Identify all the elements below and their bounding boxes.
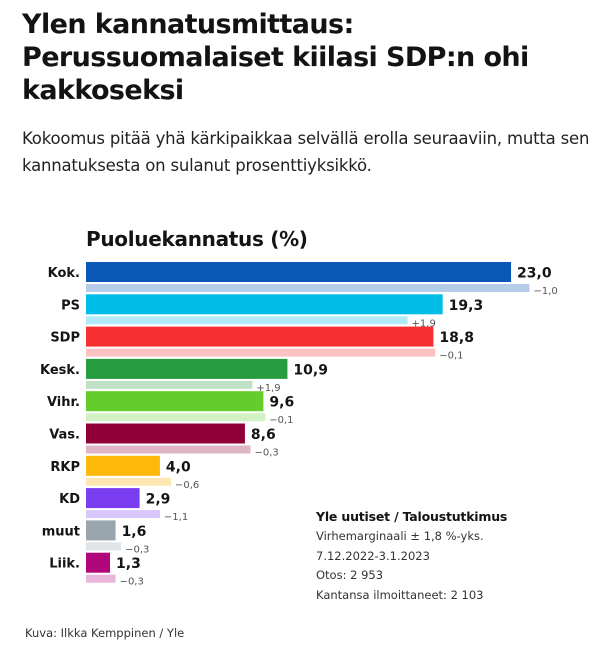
bar-previous <box>86 510 160 519</box>
change-label: −0,1 <box>269 415 293 426</box>
value-label: 4,0 <box>166 459 191 475</box>
change-label: −0,3 <box>254 448 278 459</box>
value-label: 2,9 <box>146 492 171 508</box>
value-label: 23,0 <box>517 266 552 282</box>
bar-current <box>86 455 160 476</box>
bar-previous <box>86 316 408 325</box>
category-label: KD <box>59 492 80 507</box>
chart-figure: Kok. 23,0 −1,0 PS 19,3 +1,9 SDP 18,8 −0,1 Kesk. 10… <box>0 215 616 615</box>
category-label: PS <box>61 298 80 313</box>
category-label: Kok. <box>48 266 80 281</box>
value-label: 1,3 <box>116 556 141 572</box>
bar-current <box>86 391 264 412</box>
bar-previous <box>86 574 116 583</box>
margin-of-error: Virhemarginaali ± 1,8 %-yks. <box>316 529 484 543</box>
change-label: −1,1 <box>164 512 188 523</box>
bar-current <box>86 552 111 573</box>
bar-previous <box>86 284 530 292</box>
bar-current <box>86 262 512 282</box>
respondents-count: Kantansa ilmoittaneet: 2 103 <box>316 587 484 602</box>
bar-previous <box>86 348 436 357</box>
value-label: 8,6 <box>251 427 276 443</box>
bar-previous <box>86 477 172 486</box>
article-headline: Ylen kannatusmittaus: Perussuomalaiset k… <box>22 9 529 106</box>
category-label: Vihr. <box>47 395 80 410</box>
category-label: muut <box>42 524 80 539</box>
bar-current <box>86 423 245 444</box>
bar-current <box>86 326 434 347</box>
bar-current <box>86 294 443 315</box>
sample-size: Otos: 2 953 <box>316 568 384 582</box>
change-label: −0,6 <box>175 480 199 491</box>
change-label: −0,3 <box>120 577 144 588</box>
bar-previous <box>86 380 253 389</box>
change-label: +1,9 <box>256 383 280 394</box>
bar-current <box>86 488 140 509</box>
bar-previous <box>86 413 266 422</box>
source-box: Yle uutiset / Taloustutkimus Virhemargin… <box>316 509 596 605</box>
value-label: 10,9 <box>293 362 328 378</box>
bar-previous <box>86 445 251 454</box>
chart-title: Puoluekannatus (%) <box>86 227 308 251</box>
article-lead: Kokoomus pitää yhä kärkipaikkaa selvällä… <box>22 129 590 175</box>
change-label: +1,9 <box>412 318 436 329</box>
source-title: Yle uutiset / Taloustutkimus <box>316 509 508 524</box>
value-label: 9,6 <box>269 395 294 411</box>
bar-current <box>86 358 288 379</box>
value-label: 1,6 <box>122 524 147 540</box>
value-label: 19,3 <box>449 298 484 314</box>
category-label: Liik. <box>49 557 80 572</box>
category-label: Vas. <box>49 428 80 443</box>
bar-previous <box>86 542 122 551</box>
survey-period: 7.12.2022-3.1.2023 <box>316 548 430 563</box>
change-label: −1,0 <box>534 286 558 297</box>
image-caption: Kuva: Ilkka Kemppinen / Yle <box>25 626 185 640</box>
category-label: RKP <box>50 460 80 475</box>
bar-chart: Kok. 23,0 −1,0 PS 19,3 +1,9 SDP 18,8 −0,1 Kesk. 10… <box>40 262 558 588</box>
category-label: SDP <box>50 331 80 346</box>
change-label: −0,1 <box>439 351 463 362</box>
change-label: −0,3 <box>125 544 149 555</box>
bar-current <box>86 520 116 541</box>
value-label: 18,8 <box>439 330 474 346</box>
category-label: Kesk. <box>40 363 80 378</box>
